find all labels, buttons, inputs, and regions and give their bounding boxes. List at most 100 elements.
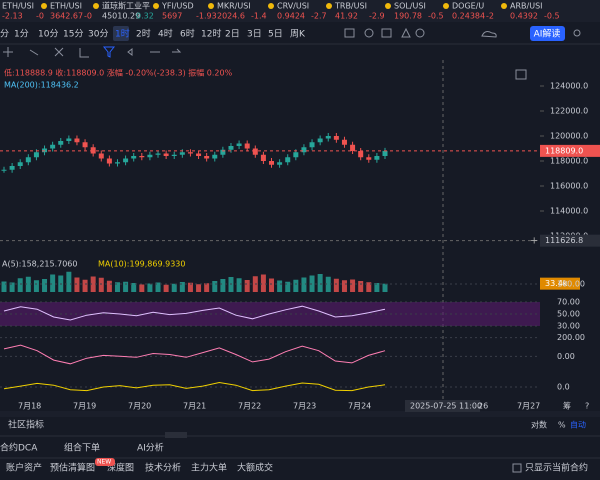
last-price-label: 118809.0 bbox=[545, 146, 583, 155]
ticker-change[interactable]: -1.4 bbox=[251, 12, 267, 21]
volume-bar bbox=[212, 281, 218, 292]
ticker-symbol[interactable]: SOL/USI bbox=[394, 2, 426, 11]
ticker-symbol[interactable]: 道琼斯工业平 bbox=[102, 1, 150, 11]
ticker-change[interactable]: -0.5 bbox=[428, 12, 444, 21]
candle bbox=[244, 143, 250, 149]
volume-tag bbox=[540, 277, 580, 290]
y-tick-label: 0.00 bbox=[557, 352, 575, 361]
interval[interactable]: 4时 bbox=[158, 28, 173, 40]
interval[interactable]: 15分 bbox=[63, 29, 83, 40]
ticker-change[interactable]: -2.7 bbox=[311, 12, 327, 21]
tab[interactable]: 主力大单 bbox=[191, 462, 227, 474]
ohlc-info: 低:118888.9 收:118809.0 涨幅 -0.20%(-238.3) … bbox=[4, 68, 233, 78]
y-tick-label: 50.00 bbox=[557, 310, 580, 319]
axis-control[interactable]: 筹 bbox=[563, 401, 571, 411]
candle bbox=[301, 147, 307, 153]
interval[interactable]: 分 bbox=[0, 29, 9, 40]
volume-bar bbox=[82, 279, 88, 292]
ticker-price[interactable]: -2.13 bbox=[2, 12, 23, 21]
ticker-symbol[interactable]: ARB/USI bbox=[510, 2, 543, 11]
ticker-symbol[interactable]: DOGE/U bbox=[452, 2, 484, 11]
interval[interactable]: 2时 bbox=[136, 28, 151, 40]
ticker-symbol[interactable]: ETH/USI bbox=[50, 2, 82, 11]
y-tick-label: 100.00 bbox=[557, 280, 585, 289]
crosshair-label: 111626.8 bbox=[545, 236, 583, 245]
candle bbox=[269, 161, 275, 165]
volume-bar bbox=[179, 282, 185, 292]
candle bbox=[204, 156, 210, 159]
interval[interactable]: 1时 bbox=[115, 28, 130, 40]
volume-bar bbox=[187, 282, 193, 292]
tab[interactable]: 账户资产 bbox=[6, 462, 42, 474]
tab[interactable]: 技术分析 bbox=[145, 462, 181, 474]
interval[interactable]: 30分 bbox=[88, 29, 108, 40]
candle bbox=[236, 143, 242, 146]
scale-option[interactable]: % bbox=[558, 421, 566, 430]
tab[interactable]: AI分析 bbox=[137, 442, 164, 454]
only-current[interactable]: 只显示当前合约 bbox=[525, 462, 588, 474]
ticker-symbol[interactable]: CRV/USI bbox=[277, 2, 309, 11]
ai-button-label[interactable]: AI解读 bbox=[534, 28, 561, 40]
interval[interactable]: 3日 bbox=[247, 29, 262, 40]
ticker-change[interactable]: -2.9 bbox=[369, 12, 385, 21]
candle bbox=[260, 154, 266, 161]
tab[interactable]: 大额成交 bbox=[237, 462, 273, 474]
checkbox[interactable] bbox=[512, 463, 522, 473]
y-tick-label: 120000.0 bbox=[550, 132, 588, 141]
candle bbox=[17, 162, 23, 166]
ticker-symbol[interactable]: ETH/USI bbox=[2, 2, 34, 11]
ticker-symbol[interactable]: MKR/USI bbox=[217, 2, 251, 11]
ticker-symbol[interactable]: TRB/USI bbox=[334, 2, 367, 11]
ticker-icon bbox=[268, 3, 274, 9]
ticker-change[interactable]: 0.32 bbox=[136, 12, 154, 21]
candle bbox=[131, 156, 137, 159]
ticker-price[interactable]: 41.92 bbox=[335, 12, 358, 21]
ticker-change[interactable]: -0 bbox=[36, 12, 44, 21]
candle bbox=[252, 148, 258, 155]
interval[interactable]: 5日 bbox=[268, 29, 283, 40]
candle bbox=[196, 153, 202, 156]
interval[interactable]: 1分 bbox=[14, 29, 29, 40]
candle bbox=[74, 138, 80, 143]
ticker-price[interactable]: 0.9424 bbox=[277, 12, 305, 21]
interval[interactable]: 12时 bbox=[201, 28, 221, 40]
tab[interactable]: 预估清算图 bbox=[50, 462, 95, 474]
ticker-price[interactable]: 2024.6 bbox=[217, 12, 245, 21]
ticker-price[interactable]: 45010.29 bbox=[102, 12, 140, 21]
cursor-time: 2025-07-25 11:00 bbox=[410, 402, 482, 411]
axis-control[interactable]: ? bbox=[585, 402, 589, 411]
candle bbox=[171, 154, 177, 156]
ticker-symbol[interactable]: YFI/USD bbox=[161, 2, 194, 11]
ticker-price[interactable]: 0.24384 bbox=[452, 12, 485, 21]
indicator-line bbox=[3, 344, 386, 365]
interval[interactable]: 周K bbox=[290, 29, 306, 40]
tab[interactable]: 组合下单 bbox=[64, 442, 100, 454]
interval[interactable]: 6时 bbox=[180, 28, 195, 40]
interval[interactable]: 2日 bbox=[225, 29, 240, 40]
volume-bar bbox=[42, 279, 48, 292]
ticker-icon bbox=[501, 3, 507, 9]
volume-bar bbox=[341, 280, 347, 292]
ticker-price[interactable]: 190.78 bbox=[394, 12, 422, 21]
ticker-change[interactable]: -1.93 bbox=[196, 12, 217, 21]
ticker-price[interactable]: 5697 bbox=[162, 12, 182, 21]
x-tick-label: 7月18 bbox=[18, 402, 41, 411]
x-tick-label: 7月24 bbox=[348, 402, 371, 411]
ticker-change[interactable]: -0 bbox=[84, 12, 92, 21]
tab[interactable]: 合约DCA bbox=[0, 442, 38, 454]
ticker-change[interactable]: -2 bbox=[486, 12, 494, 21]
x-tick-label: 7月27 bbox=[517, 402, 540, 411]
volume-bar bbox=[131, 283, 137, 292]
scale-option[interactable]: 对数 bbox=[531, 420, 547, 430]
collapse-handle[interactable] bbox=[165, 432, 187, 438]
candle bbox=[374, 156, 380, 160]
ticker-icon bbox=[208, 3, 214, 9]
ticker-price[interactable]: 0.4392 bbox=[510, 12, 538, 21]
ai-button[interactable] bbox=[530, 26, 565, 41]
scale-option[interactable]: 自动 bbox=[570, 420, 586, 430]
interval[interactable]: 10分 bbox=[38, 29, 58, 40]
community-indicators[interactable]: 社区指标 bbox=[8, 419, 44, 431]
ticker-price[interactable]: 3642.67 bbox=[50, 12, 83, 21]
ticker-change[interactable]: -0.5 bbox=[544, 12, 560, 21]
